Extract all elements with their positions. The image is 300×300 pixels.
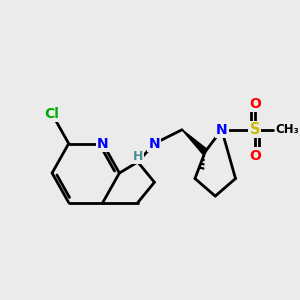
Text: N: N — [148, 136, 160, 151]
Text: H: H — [133, 150, 143, 163]
Text: O: O — [249, 148, 261, 163]
Text: S: S — [250, 122, 260, 137]
Text: N: N — [97, 136, 109, 151]
Text: CH₃: CH₃ — [275, 123, 299, 136]
Text: Cl: Cl — [45, 107, 59, 121]
Text: O: O — [249, 97, 261, 111]
Polygon shape — [182, 130, 207, 154]
Text: N: N — [216, 123, 227, 137]
